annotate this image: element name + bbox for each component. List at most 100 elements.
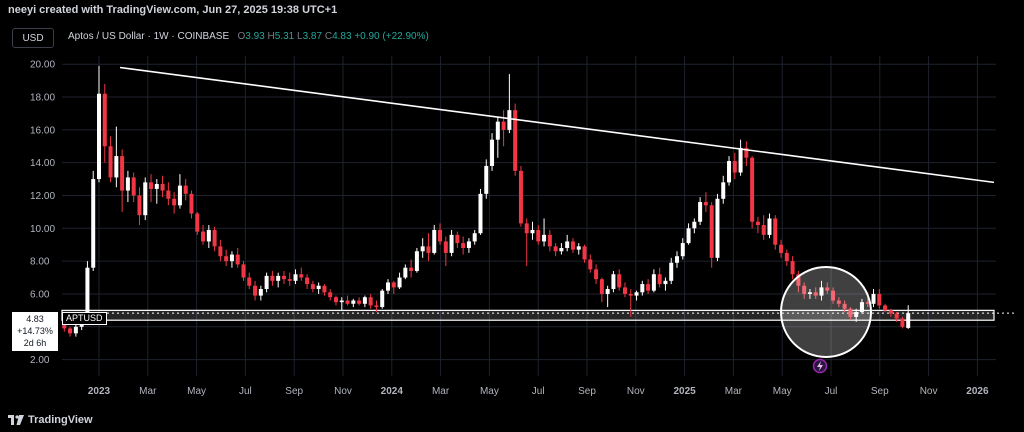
- candle-body: [709, 205, 714, 258]
- candle-body: [605, 289, 610, 294]
- x-tick-label: Sep: [578, 386, 596, 397]
- candle-body: [368, 297, 373, 306]
- low-value: 3.87: [302, 31, 323, 42]
- candle-body: [877, 293, 882, 306]
- candle-body: [409, 267, 414, 271]
- x-tick-label: Jul: [239, 386, 252, 397]
- candle-body: [900, 318, 905, 327]
- candle-body: [651, 274, 656, 291]
- x-tick-label: May: [773, 386, 792, 397]
- last-price-change: +14.73%: [17, 326, 53, 336]
- candle-body: [345, 300, 350, 304]
- candle-body: [276, 275, 281, 281]
- candle-body: [813, 292, 818, 296]
- candle-body: [883, 305, 888, 311]
- candle-body: [229, 254, 234, 262]
- candle-body: [362, 297, 367, 304]
- open-value: 3.93: [245, 31, 265, 42]
- candle-body: [391, 282, 396, 288]
- candle-body: [97, 93, 101, 180]
- candle-body: [530, 229, 535, 234]
- candle-body: [195, 213, 200, 232]
- candle-body: [727, 161, 732, 183]
- candle-body: [842, 303, 847, 309]
- candle-body: [154, 184, 159, 189]
- candle-body: [622, 287, 627, 294]
- candle-body: [524, 223, 529, 234]
- candle-body: [646, 284, 651, 291]
- candle-body: [640, 284, 645, 293]
- candle-body: [432, 229, 437, 253]
- candle-body: [397, 277, 402, 288]
- x-tick-label: Sep: [285, 386, 303, 397]
- candle-body: [449, 234, 454, 253]
- currency-selector[interactable]: USD: [12, 28, 54, 48]
- candle-body: [825, 287, 830, 291]
- candle-body: [703, 202, 708, 206]
- candle-body: [201, 231, 206, 242]
- candle-body: [224, 256, 229, 262]
- x-tick-label: 2025: [673, 386, 696, 397]
- candle-body: [357, 300, 362, 304]
- candle-body: [582, 246, 587, 260]
- candle-body: [426, 246, 431, 253]
- y-tick-label: 10.00: [30, 224, 55, 235]
- candle-body: [466, 241, 471, 248]
- candle-body: [414, 251, 419, 271]
- x-tick-label: Mar: [139, 386, 157, 397]
- candle-body: [831, 290, 836, 301]
- candle-body: [247, 277, 252, 286]
- candle-body: [461, 243, 466, 248]
- candle-body: [686, 228, 691, 244]
- candle-body: [68, 328, 73, 334]
- candle-body: [790, 261, 795, 275]
- close-label: C: [324, 31, 333, 42]
- candle-body: [507, 110, 512, 130]
- candle-body: [339, 300, 344, 303]
- tradingview-brand: TradingView: [8, 414, 93, 426]
- candle-body: [536, 229, 541, 242]
- candle-body: [177, 185, 182, 206]
- candle-body: [120, 156, 125, 191]
- x-tick-label: 2023: [88, 386, 111, 397]
- candle-body: [443, 241, 448, 253]
- highlight-circle: [780, 266, 872, 358]
- candle-body: [380, 290, 385, 308]
- last-price-label: 4.83 +14.73% 2d 6h: [12, 312, 58, 351]
- symbol-description: Aptos / US Dollar · 1W · COINBASE: [68, 31, 230, 42]
- candle-body: [779, 244, 784, 253]
- bar-countdown: 2d 6h: [23, 338, 47, 348]
- candle-body: [628, 293, 633, 296]
- candle-body: [131, 177, 136, 196]
- footer-brand-text: TradingView: [28, 414, 93, 426]
- candle-body: [143, 182, 148, 216]
- candle-body: [698, 202, 703, 222]
- candle-body: [663, 280, 668, 285]
- candle-body: [617, 274, 622, 288]
- candle-body: [784, 252, 789, 262]
- high-label: H: [267, 31, 275, 42]
- candle-body: [518, 170, 523, 224]
- tradingview-logo-icon: [8, 415, 24, 425]
- candle-body: [611, 274, 616, 290]
- candle-body: [906, 313, 911, 328]
- candle-body: [91, 179, 96, 268]
- y-tick-label: 16.00: [30, 125, 55, 136]
- candle-body: [576, 246, 581, 250]
- candle-body: [183, 185, 188, 194]
- candle-body: [744, 147, 749, 158]
- candle-body: [328, 292, 333, 298]
- candle-body: [270, 275, 275, 281]
- candle-body: [160, 184, 165, 191]
- x-tick-label: May: [480, 386, 499, 397]
- last-price-value: 4.83: [26, 314, 44, 324]
- candle-body: [680, 243, 685, 257]
- candle-body: [807, 292, 812, 294]
- y-tick-label: 20.00: [30, 60, 55, 71]
- candle-body: [755, 221, 760, 226]
- candle-body: [553, 246, 558, 252]
- candle-body: [310, 284, 315, 290]
- candle-body: [73, 326, 78, 334]
- candle-body: [559, 248, 564, 252]
